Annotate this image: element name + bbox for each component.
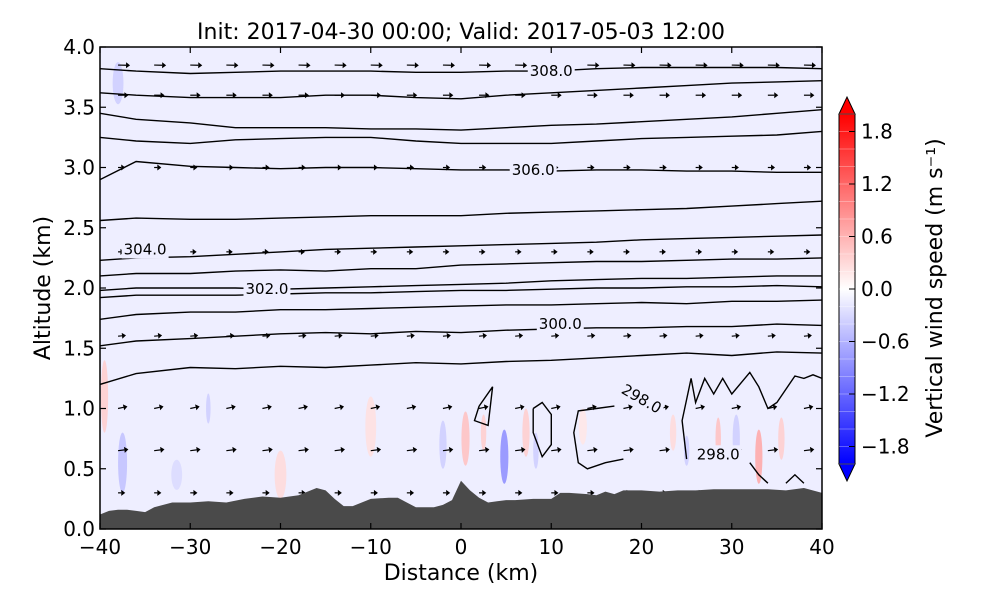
y-tick-label: 3.0	[63, 156, 95, 180]
colorbar-tick-label: −1.2	[861, 382, 910, 406]
y-tick-label: 1.5	[63, 336, 95, 360]
x-tick-label: −30	[169, 535, 211, 559]
wind-vector	[804, 450, 810, 451]
x-tick-label: 20	[629, 535, 654, 559]
colorbar-extend-max	[839, 97, 855, 114]
y-tick-label: 2.5	[63, 216, 95, 240]
vertical-wind-cell	[670, 415, 676, 451]
vertical-wind-cell	[778, 418, 784, 460]
x-tick-label: −20	[259, 535, 301, 559]
contour-label: 302.0	[245, 280, 288, 298]
x-axis-label: Distance (km)	[384, 561, 539, 586]
colorbar-tick-label: 1.2	[861, 172, 893, 196]
wind-vector	[262, 450, 268, 451]
contour-label: 306.0	[512, 161, 555, 179]
wind-vector	[407, 450, 413, 451]
colorbar-tick-label: −0.6	[861, 330, 910, 354]
colorbar-tick-label: 0.6	[861, 225, 893, 249]
wind-vector	[335, 450, 341, 451]
colorbar-tick-label: −1.8	[861, 435, 910, 459]
colorbar-tick-label: 0.0	[861, 277, 893, 301]
colorbar: −1.8 −1.2 −0.6 0.0 0.6 1.2 1.8 Vertical wind s…	[839, 97, 948, 481]
y-tick-label: 3.5	[63, 95, 95, 119]
colorbar-extend-min	[839, 464, 855, 481]
vertical-wind-cell	[118, 433, 127, 493]
chart-title: Init: 2017-04-30 00:00; Valid: 2017-05-0…	[197, 20, 725, 45]
wind-vector	[443, 450, 449, 451]
y-tick-label: 1.0	[63, 397, 95, 421]
vertical-wind-cell	[101, 360, 108, 432]
x-tick-label: 10	[539, 535, 564, 559]
contour-label: 298.0	[697, 445, 740, 463]
vertical-wind-cell	[481, 415, 486, 451]
colorbar-ticks: −1.8 −1.2 −0.6 0.0 0.6 1.2 1.8	[839, 114, 910, 464]
wind-vector	[371, 450, 377, 451]
vertical-wind-cell	[579, 409, 587, 445]
y-tick-label: 4.0	[63, 35, 95, 59]
vertical-wind-cell	[113, 62, 124, 104]
vertical-wind-cell	[206, 393, 211, 423]
vertical-wind-cell	[500, 430, 508, 484]
colorbar-label: Vertical wind speed (m s⁻¹)	[923, 138, 948, 437]
vertical-wind-cell	[439, 421, 446, 469]
contour-label: 304.0	[124, 240, 167, 258]
x-tick-label: 0	[455, 535, 468, 559]
wind-vector	[551, 450, 557, 451]
y-tick-label: 2.0	[63, 276, 95, 300]
wind-vector	[118, 450, 124, 451]
colorbar-tick-label: 1.8	[861, 120, 893, 144]
vertical-wind-cell	[365, 396, 376, 456]
wind-vector	[190, 450, 196, 451]
x-tick-label: 40	[809, 535, 834, 559]
wind-vector	[660, 450, 666, 451]
vertical-wind-cell	[275, 451, 287, 499]
y-axis-label: Altitude (km)	[31, 216, 56, 360]
y-tick-label: 0.0	[63, 517, 95, 541]
contour-label: 300.0	[539, 315, 582, 333]
x-tick-label: 30	[719, 535, 744, 559]
y-tick-label: 0.5	[63, 457, 95, 481]
wind-vector	[768, 450, 774, 451]
wind-vector	[299, 450, 305, 451]
wind-vector	[623, 450, 629, 451]
x-tick-label: −10	[350, 535, 392, 559]
vertical-wind-cell	[171, 460, 182, 490]
wind-vector	[226, 450, 232, 451]
wind-vector	[515, 450, 521, 451]
wind-vector	[587, 450, 593, 451]
wind-vector	[154, 450, 160, 451]
vertical-wind-cell	[461, 412, 469, 466]
contour-label: 308.0	[530, 62, 573, 80]
wind-vector	[479, 450, 485, 451]
